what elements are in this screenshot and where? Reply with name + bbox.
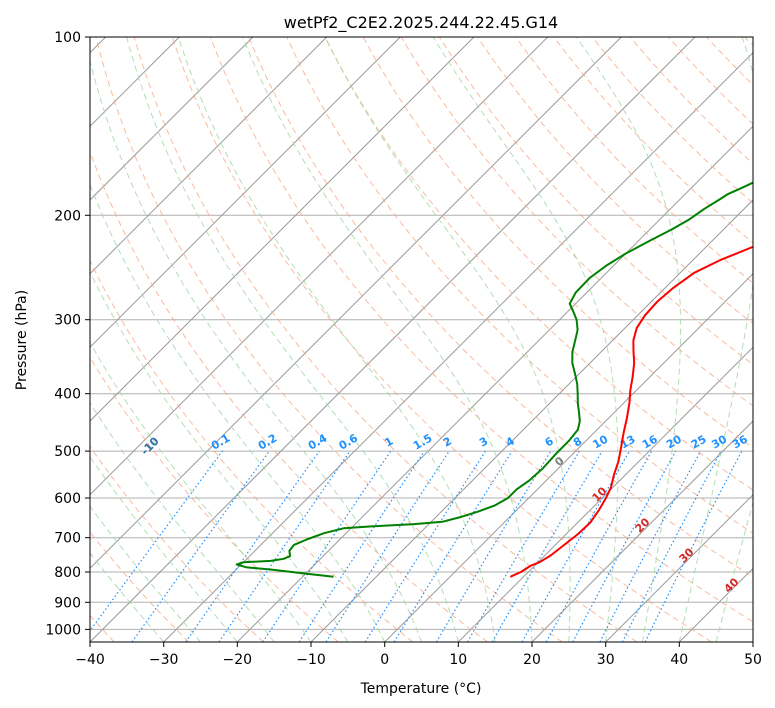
profile-series bbox=[235, 181, 753, 578]
mixing-ratio-line bbox=[218, 450, 351, 642]
moist-adiabat-line bbox=[90, 401, 275, 642]
moist-adiabat-line bbox=[678, 37, 753, 642]
y-axis-label: Pressure (hPa) bbox=[14, 290, 30, 390]
moist-adiabat-line bbox=[177, 37, 496, 642]
mixing-ratio-line bbox=[325, 450, 450, 642]
isotherm-line bbox=[384, 272, 753, 642]
isotherm-line bbox=[605, 493, 753, 642]
y-tick-label: 600 bbox=[54, 491, 81, 507]
mixing-ratio-line bbox=[393, 450, 513, 642]
mixing-ratio-line bbox=[491, 450, 603, 642]
mixing-ratio-line bbox=[90, 450, 223, 632]
x-tick-label: −40 bbox=[75, 652, 105, 668]
isotherm-line bbox=[90, 37, 696, 642]
dry-adiabat-line bbox=[515, 37, 753, 284]
isotherm-line bbox=[90, 37, 549, 496]
isotherm-line bbox=[90, 37, 254, 201]
moist-adiabat-line bbox=[432, 37, 619, 642]
moist-adiabat-line bbox=[90, 455, 238, 642]
moist-adiabat-line bbox=[242, 37, 533, 642]
dry-adiabat-line bbox=[362, 37, 753, 449]
isotherm-lines bbox=[90, 37, 753, 642]
x-tick-label: 20 bbox=[523, 652, 541, 668]
dry-adiabat-line bbox=[400, 37, 753, 407]
dry-adiabat-line bbox=[90, 259, 414, 642]
x-tick-label: 10 bbox=[449, 652, 467, 668]
chart-title: wetPf2_C2E2.2025.244.22.45.G14 bbox=[284, 13, 558, 33]
dry-adiabat-line bbox=[324, 37, 753, 491]
x-tick-label: −20 bbox=[223, 652, 253, 668]
temperature-profile-line bbox=[509, 245, 753, 578]
plot-area: 0.10.20.40.611.52346810131620253036-100-… bbox=[90, 37, 753, 642]
moist-adiabat-line bbox=[126, 37, 459, 642]
x-tick-label: −10 bbox=[296, 652, 326, 668]
moist-adiabat-line bbox=[90, 59, 422, 642]
mixing-ratio-line bbox=[521, 450, 631, 642]
isotherm-line bbox=[236, 125, 753, 642]
dewpoint-profile-line bbox=[235, 181, 753, 578]
isotherm-line bbox=[457, 346, 753, 642]
y-tick-label: 400 bbox=[54, 387, 81, 403]
x-tick-label: 40 bbox=[670, 652, 688, 668]
dry-adiabat-line bbox=[248, 37, 753, 578]
dry-adiabat-line bbox=[95, 37, 563, 642]
dry-adiabat-line bbox=[629, 37, 753, 165]
moist-adiabat-line bbox=[90, 505, 201, 642]
x-tick-label: 30 bbox=[597, 652, 615, 668]
moist-adiabat-line bbox=[90, 270, 349, 642]
y-tick-label: 800 bbox=[54, 565, 81, 581]
x-tick-label: 0 bbox=[380, 652, 389, 668]
mixing-ratio-line bbox=[435, 450, 552, 642]
isotherm-line bbox=[163, 51, 753, 642]
mixing-ratio-lines bbox=[90, 450, 743, 642]
y-tick-label: 1000 bbox=[45, 622, 81, 638]
x-axis: −40 −30 −20 −10 0 10 20 30 40 50 bbox=[75, 642, 762, 668]
isotherm-line bbox=[90, 37, 401, 349]
x-tick-label: 50 bbox=[744, 652, 762, 668]
y-axis: 100 200 300 400 500 600 700 800 900 1000 bbox=[45, 30, 90, 638]
dry-adiabat-line bbox=[591, 37, 753, 204]
moist-adiabat-line bbox=[576, 37, 682, 642]
dry-adiabat-line bbox=[210, 37, 753, 623]
mixing-ratio-line bbox=[466, 450, 580, 642]
x-axis-label: Temperature (°C) bbox=[360, 681, 482, 697]
plot-frame bbox=[89, 36, 754, 643]
x-tick-label: −30 bbox=[149, 652, 179, 668]
dry-adiabat-line bbox=[477, 37, 753, 325]
y-tick-label: 900 bbox=[54, 595, 81, 611]
y-tick-label: 700 bbox=[54, 531, 81, 547]
dry-adiabat-line bbox=[90, 445, 264, 642]
y-tick-label: 300 bbox=[54, 313, 81, 329]
moist-adiabat-line bbox=[90, 183, 386, 642]
y-tick-label: 500 bbox=[54, 444, 81, 460]
mixing-ratio-line bbox=[364, 450, 486, 642]
mixing-ratio-line bbox=[572, 450, 677, 642]
isotherm-line bbox=[90, 37, 622, 570]
mixing-ratio-line bbox=[131, 450, 270, 642]
moist-adiabat-line bbox=[715, 500, 753, 642]
mixing-ratio-line bbox=[185, 450, 320, 642]
isotherm-line bbox=[90, 37, 328, 275]
y-tick-label: 200 bbox=[54, 208, 81, 224]
y-tick-label: 100 bbox=[54, 30, 81, 46]
pressure-gridlines bbox=[90, 37, 753, 630]
isotherm-line bbox=[531, 420, 753, 642]
isotherm-line bbox=[90, 37, 475, 422]
dry-adiabat-line bbox=[133, 37, 638, 642]
mixing-ratio-line bbox=[545, 450, 653, 642]
